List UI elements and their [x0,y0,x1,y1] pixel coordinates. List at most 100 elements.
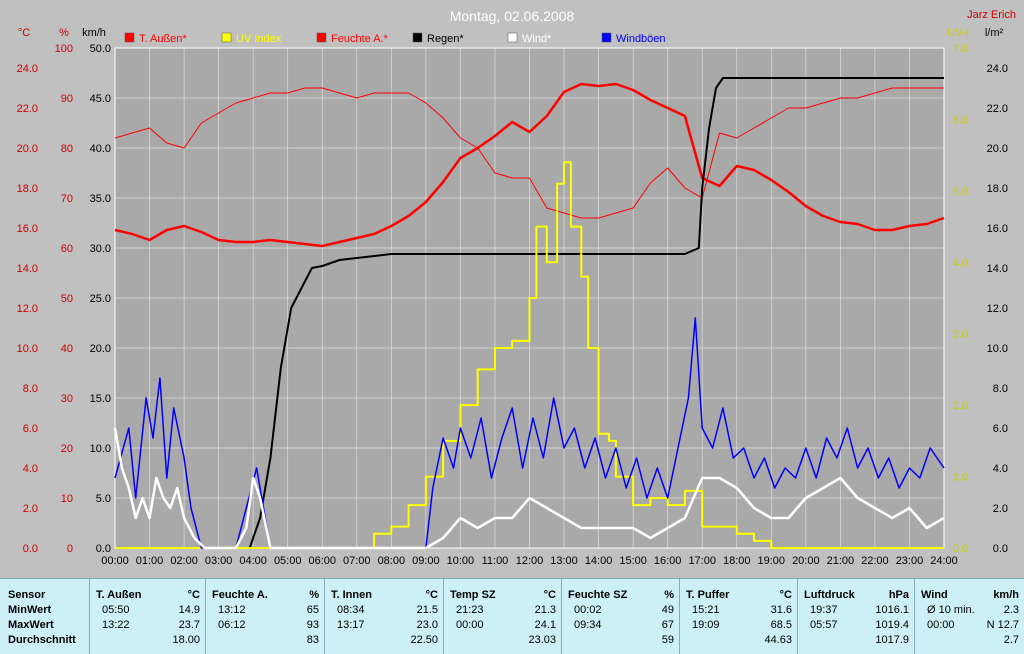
axis-tick-label: 1.0 [953,472,968,484]
stat-unit: °C [425,589,438,601]
axis-tick-label: 24.0 [987,63,1008,75]
stat-avg: 23.03 [528,634,556,646]
axis-tick-label: 45.0 [90,93,111,105]
axis-tick-label: 20.0 [17,143,38,155]
legend-label: Feuchte A.* [331,33,389,45]
stat-name: Luftdruck [804,589,855,601]
axis-time-tick-label: 14:00 [585,555,613,567]
axis-tick-label: 0.0 [23,543,38,555]
legend-swatch [601,32,612,43]
axis-tick-label: 5.0 [953,186,968,198]
stat-avg: 1017.9 [875,634,909,646]
axis-rain: l/m² 0.0 2.0 4.0 6.0 8.0 10.0 12.0 14.0 16.0 18.0… [985,27,1008,555]
axis-tick-label: 14.0 [17,263,38,275]
stat-max-time: 09:34 [574,619,602,631]
chart-title: Montag, 02.06.2008 [450,8,575,24]
axis-tick-label: 2.0 [953,400,968,412]
stat-min: 49 [661,604,674,616]
axis-tick-label: 4.0 [993,463,1008,475]
axis-tick-label: 12.0 [987,303,1008,315]
axis-tick-label: 10.0 [987,343,1008,355]
axis-time-tick-label: 17:00 [688,555,716,567]
axis-temp-unit: °C [18,27,30,39]
axis-humidity-unit: % [59,27,69,39]
axis-tick-label: 7.0 [953,43,968,55]
row-label-min: MinWert [8,604,52,616]
axis-time-tick-label: 12:00 [516,555,544,567]
stat-unit: % [664,589,674,601]
legend-swatch [221,32,232,43]
stat-min-time: 00:02 [574,604,602,616]
axis-time-tick-label: 20:00 [792,555,820,567]
stat-name: Wind [921,589,948,601]
axis-tick-label: 2.0 [23,503,38,515]
axis-time-tick-label: 24:00 [930,555,958,567]
stat-max: 93 [306,619,319,631]
axis-time-tick-label: 16:00 [654,555,682,567]
axis-tick-label: 2.0 [993,503,1008,515]
axis-time-tick-label: 15:00 [619,555,647,567]
axis-tick-label: 70 [61,193,73,205]
stat-column-feuchte-a-: Feuchte A.% 13:12 65 06:12 93 83 [205,579,325,654]
stat-name: Feuchte A. [212,589,268,601]
axis-tick-label: 15.0 [90,393,111,405]
stat-unit: °C [543,589,556,601]
axis-time-tick-label: 23:00 [896,555,924,567]
axis-tick-label: 18.0 [987,183,1008,195]
stat-max-time: 05:57 [810,619,838,631]
stat-min: 2.3 [1003,604,1019,616]
stat-min-time: Ø 10 min. [927,604,975,616]
axis-tick-label: 50.0 [90,43,111,55]
axis-tick-label: 40.0 [90,143,111,155]
axis-tick-label: 6.0 [23,423,38,435]
axis-wind: km/h 0.0 5.0 10.0 15.0 20.0 25.0 30.0 35.0 40.0 4… [82,27,111,555]
stat-min: 1016.1 [875,604,909,616]
axis-rain-unit: l/m² [985,27,1004,39]
axis-tick-label: 10.0 [90,443,111,455]
legend-swatch [124,32,135,43]
axis-tick-label: 22.0 [17,103,38,115]
axis-time-tick-label: 03:00 [205,555,233,567]
legend-label: UV Index [236,33,282,45]
axis-time: 00:00 01:00 02:00 03:00 04:00 05:00 06:00 07:00… [101,555,958,567]
stat-max: 68.5 [770,619,792,631]
axis-time-tick-label: 06:00 [308,555,336,567]
axis-tick-label: 4.0 [953,257,968,269]
axis-tick-label: 35.0 [90,193,111,205]
stat-avg: 18.00 [172,634,200,646]
legend-label: Wind* [522,33,552,45]
axis-tick-label: 8.0 [23,383,38,395]
series-line-windb-en [114,317,945,549]
axis-tick-label: 30 [61,393,73,405]
stat-column-wind: Wind km/h Ø 10 min. 2.3 00:00 N 12.7 2.7 [914,579,1024,654]
stat-avg: 22.50 [410,634,438,646]
stat-min: 65 [306,604,319,616]
axis-tick-label: 3.0 [953,329,968,341]
stat-min-time: 13:12 [218,604,246,616]
axis-tick-label: 50 [61,293,73,305]
axis-uv: UV-I 0.0 1.0 2.0 3.0 4.0 5.0 6.0 7.0 [947,27,968,555]
stat-name: T. Puffer [686,589,730,601]
stat-name: Temp SZ [450,589,496,601]
stat-min-time: 05:50 [102,604,130,616]
statistics-panel: Sensor MinWert MaxWert Durchschnitt T. A… [0,578,1024,654]
stat-min-time: 08:34 [337,604,365,616]
axis-tick-label: 10.0 [17,343,38,355]
legend-swatch [507,32,518,43]
axis-tick-label: 8.0 [993,383,1008,395]
stat-min: 31.6 [770,604,792,616]
stat-unit: % [309,589,319,601]
axis-tick-label: 6.0 [993,423,1008,435]
stat-name: Feuchte SZ [568,589,628,601]
axis-wind-unit: km/h [82,27,106,39]
axis-time-tick-label: 07:00 [343,555,371,567]
stat-avg: 44.63 [764,634,792,646]
stat-min-time: 21:23 [456,604,484,616]
stat-column-temp-sz: Temp SZ °C 21:23 21.3 00:00 24.1 23.03 [443,579,562,654]
stat-column-t-puffer: T. Puffer °C 15:21 31.6 19:09 68.5 44.63 [679,579,798,654]
stat-max: 1019.4 [875,619,909,631]
axis-time-tick-label: 02:00 [170,555,198,567]
stat-min: 21.5 [416,604,438,616]
legend-label: T. Außen* [139,33,187,45]
stat-column-t-innen: T. Innen °C 08:34 21.5 13:17 23.0 22.50 [324,579,444,654]
